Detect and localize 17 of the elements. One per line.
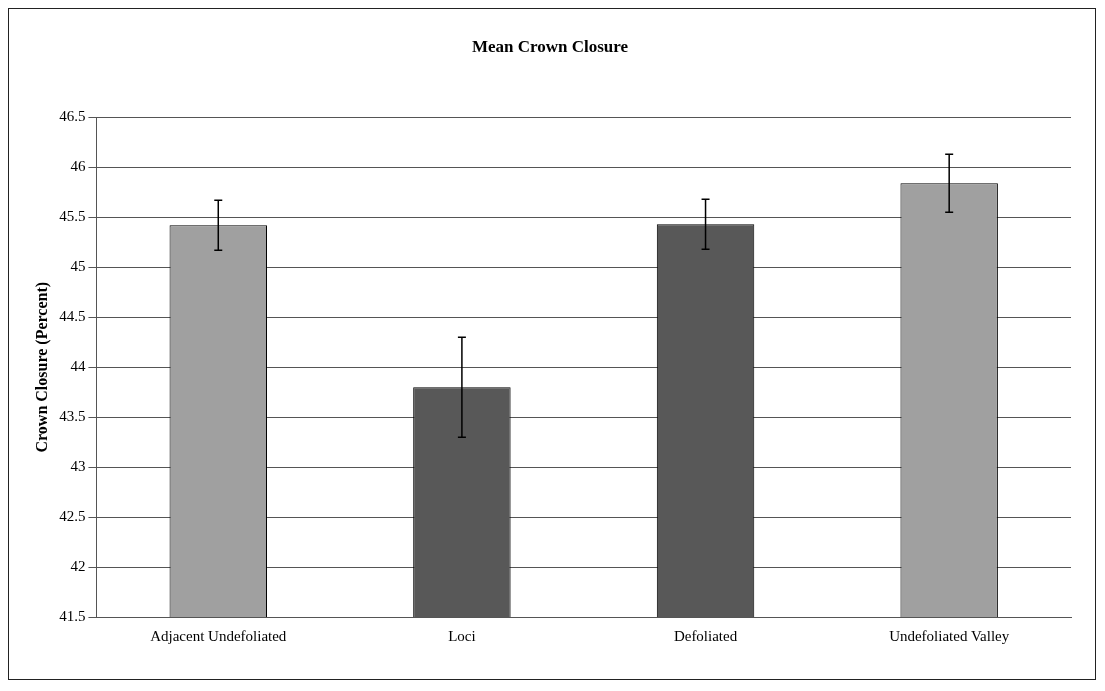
y-tick-label: 44 <box>70 358 86 375</box>
x-tick-label: Loci <box>448 627 476 644</box>
y-tick-label: 42 <box>70 557 86 574</box>
y-tick-label: 46 <box>70 158 86 175</box>
y-tick-label: 43.5 <box>59 408 86 425</box>
y-tick-label: 45.5 <box>59 208 86 225</box>
x-tick-label: Adjacent Undefoliated <box>150 627 287 644</box>
chart-title: Mean Crown Closure <box>471 36 629 56</box>
y-axis-title: Crown Closure (Percent) <box>32 281 51 453</box>
y-tick-label: 42.5 <box>59 508 86 525</box>
x-tick-label: Defoliated <box>673 627 738 644</box>
y-tick-label: 44.5 <box>59 308 86 325</box>
x-tick-label: Undefoliated Valley <box>889 627 1010 644</box>
y-tick-label: 43 <box>70 458 86 475</box>
y-tick-label: 46.5 <box>59 108 86 125</box>
y-tick-label: 45 <box>70 258 86 275</box>
y-tick-label: 41.5 <box>59 607 86 624</box>
